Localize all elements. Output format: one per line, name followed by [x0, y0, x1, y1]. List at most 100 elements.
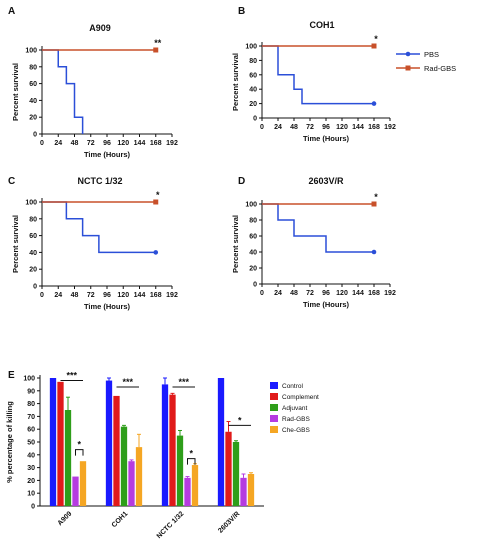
- bar-control: [161, 384, 169, 506]
- survival-marker-pbs-b: [371, 101, 377, 106]
- y-axis-label-c: Percent survival: [11, 215, 20, 273]
- x-tick-label-c: 0: [40, 292, 44, 299]
- x-axis-label-d: Time (Hours): [303, 300, 350, 309]
- bar-chart-e: 0 10 20 30 40 50 60 70 80 90 100 % percentage of ki…: [5, 371, 319, 541]
- survival-marker-rad-c: [153, 199, 159, 205]
- x-tick-label-c: 96: [103, 292, 111, 299]
- x-tick-label-b: 48: [290, 124, 298, 131]
- y-tick-label-b: 40: [249, 87, 257, 94]
- x-tick-label-b: 0: [260, 124, 264, 131]
- y-tick-label-c: 40: [29, 250, 37, 257]
- legend-pbs-label: PBS: [424, 50, 439, 59]
- y-tick-label-e: 10: [27, 491, 35, 498]
- bar-adjuvant: [176, 435, 184, 506]
- legend-swatch-chegbs: [270, 426, 278, 433]
- y-tick-label-e: 50: [27, 440, 35, 447]
- x-axis-label-c: Time (Hours): [84, 302, 131, 311]
- survival-line-pbs-b: [262, 45, 374, 105]
- y-tick-label-e: 70: [27, 414, 35, 421]
- y-tick-label-d: 100: [245, 202, 257, 209]
- y-tick-label-e: 0: [31, 504, 35, 511]
- survival-panel-c: 0 24 48 72 96 120 144 168 192 0 20 40 60 80 100 Time (H…: [11, 190, 178, 311]
- panel-a-title: A909: [89, 23, 111, 33]
- survival-marker-pbs-c: [153, 250, 159, 255]
- bar-adjuvant: [120, 426, 128, 506]
- significance-label: *: [77, 440, 81, 450]
- significance-bracket: [75, 449, 84, 456]
- legend-label-radgbs: Rad-GBS: [282, 416, 310, 423]
- x-tick-label-b: 168: [368, 124, 380, 131]
- bar-complement: [57, 381, 64, 506]
- y-tick-label-b: 20: [249, 101, 257, 108]
- category-label: 2603V/R: [217, 510, 241, 534]
- x-axis-label-b: Time (Hours): [303, 134, 350, 143]
- bar-chegbs: [79, 461, 87, 506]
- y-axis-label-b: Percent survival: [231, 53, 240, 111]
- x-tick-label-d: 24: [274, 290, 282, 297]
- y-tick-label-e: 80: [27, 401, 35, 408]
- legend-swatch-adjuvant: [270, 404, 278, 411]
- x-tick-label-d: 96: [322, 290, 330, 297]
- bar-control: [217, 378, 225, 506]
- survival-panel-b: 0 24 48 72 96 120 144 168 192 0 20 40 60 80 100 Time (H…: [231, 34, 396, 143]
- bar-complement: [169, 394, 176, 506]
- x-tick-label-d: 72: [306, 290, 314, 297]
- x-tick-label-d: 0: [260, 290, 264, 297]
- x-tick-label-b: 72: [306, 124, 314, 131]
- legend-rad-label: Rad-GBS: [424, 64, 456, 73]
- y-tick-label-c: 60: [29, 233, 37, 240]
- survival-line-pbs-a: [42, 49, 84, 134]
- legend-label-control: Control: [282, 383, 304, 390]
- y-tick-label-d: 80: [249, 218, 257, 225]
- y-tick-label-c: 0: [33, 284, 37, 291]
- significance-a: **: [154, 38, 162, 48]
- x-tick-label-b: 144: [352, 124, 364, 131]
- y-tick-label-c: 80: [29, 216, 37, 223]
- x-tick-label-c: 24: [54, 292, 62, 299]
- legend-label-adjuvant: Adjuvant: [282, 405, 307, 412]
- x-tick-label-a: 96: [103, 140, 111, 147]
- y-tick-label-e: 20: [27, 478, 35, 485]
- y-tick-label-a: 20: [29, 115, 37, 122]
- y-tick-label-a: 40: [29, 98, 37, 105]
- x-tick-label-a: 72: [87, 140, 95, 147]
- y-axis-label-d: Percent survival: [231, 215, 240, 273]
- survival-panel-d: 0 24 48 72 96 120 144 168 192 0 20 40 60 80 100 Time (H…: [231, 192, 396, 309]
- y-tick-label-e: 60: [27, 427, 35, 434]
- survival-line-pbs-c: [42, 201, 156, 254]
- x-tick-label-a: 120: [117, 140, 129, 147]
- legend-b: PBS Rad-GBS: [396, 50, 456, 73]
- bar-complement: [225, 431, 232, 506]
- bar-chegbs: [135, 447, 143, 506]
- bar-adjuvant: [64, 410, 72, 506]
- x-tick-label-c: 192: [166, 292, 178, 299]
- x-tick-label-c: 48: [71, 292, 79, 299]
- legend-rad-marker: [405, 65, 411, 71]
- x-tick-label-c: 120: [117, 292, 129, 299]
- x-tick-label-a: 0: [40, 140, 44, 147]
- x-tick-label-a: 168: [150, 140, 162, 147]
- significance-label: ***: [178, 377, 189, 387]
- panel-letter-e: E: [8, 370, 15, 381]
- panel-letter-d: D: [238, 176, 245, 187]
- legend-swatch-complement: [270, 393, 278, 400]
- x-tick-label-b: 192: [384, 124, 396, 131]
- x-tick-label-d: 144: [352, 290, 364, 297]
- bar-control: [49, 378, 57, 506]
- y-tick-label-b: 100: [245, 44, 257, 51]
- x-tick-label-a: 144: [134, 140, 146, 147]
- y-tick-label-e: 40: [27, 452, 35, 459]
- y-axis-label-a: Percent survival: [11, 63, 20, 121]
- bar-control: [105, 380, 113, 506]
- significance-d: *: [374, 192, 378, 202]
- category-label: COH1: [111, 510, 130, 529]
- category-label: A909: [57, 510, 74, 527]
- y-tick-label-e: 30: [27, 465, 35, 472]
- y-tick-label-d: 60: [249, 234, 257, 241]
- bar-radgbs: [240, 477, 247, 506]
- x-tick-label-b: 120: [336, 124, 348, 131]
- panel-c-title: NCTC 1/32: [77, 176, 122, 186]
- y-tick-label-d: 20: [249, 266, 257, 273]
- survival-marker-rad-b: [371, 43, 377, 49]
